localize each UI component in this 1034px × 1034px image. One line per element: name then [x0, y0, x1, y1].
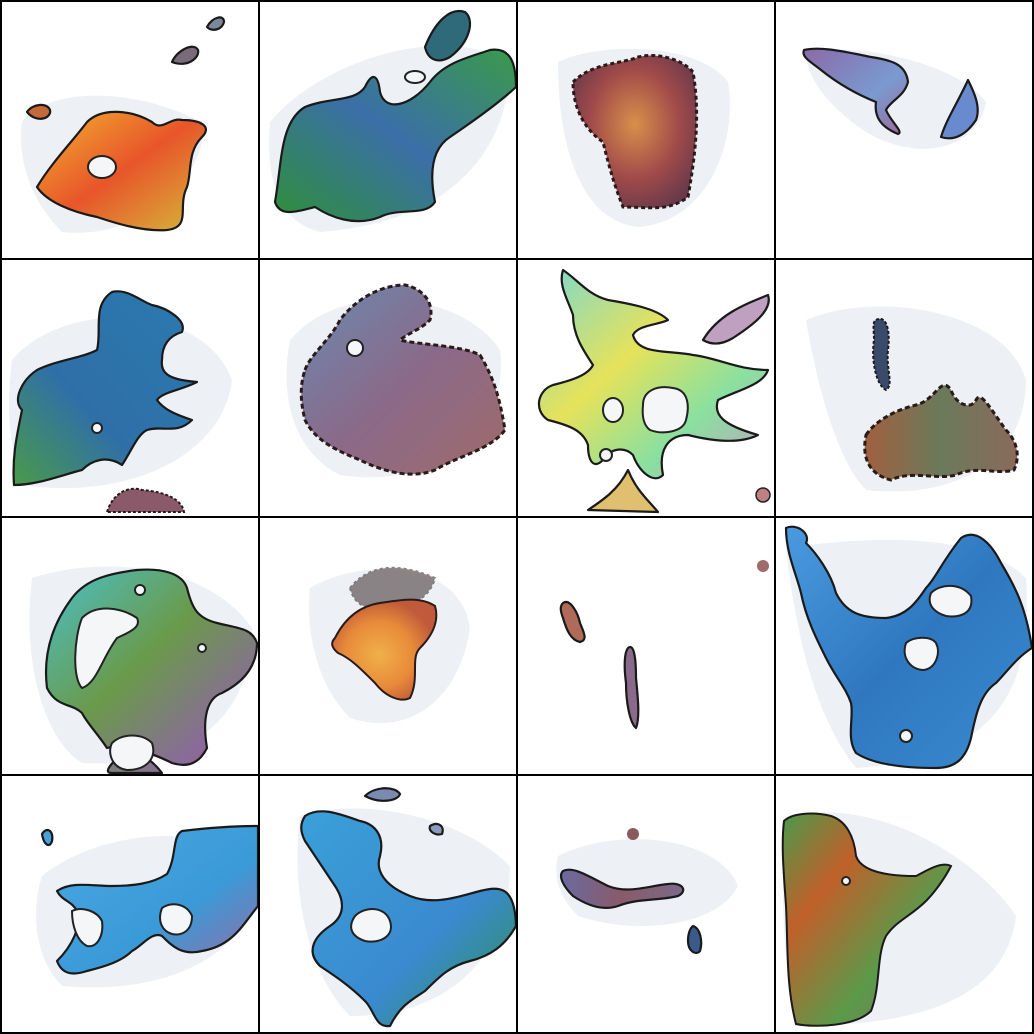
tile-r2c1	[2, 260, 258, 516]
generated-blob-image	[21, 16, 226, 233]
generated-blob-image	[781, 812, 1016, 1027]
generated-blob-image	[559, 560, 769, 730]
generated-blob-image	[286, 283, 507, 478]
generated-blob-image	[9, 290, 233, 513]
tile-r2c4	[776, 260, 1032, 516]
generated-blob-image	[29, 566, 258, 774]
tile-r1c4	[776, 2, 1032, 258]
generated-blob-image	[537, 268, 771, 514]
tile-r3c4	[776, 518, 1032, 774]
generated-blob-image	[784, 525, 1032, 770]
tile-r2c2	[260, 260, 516, 516]
tile-r1c3	[518, 2, 774, 258]
generated-blob-image	[36, 824, 258, 988]
tile-r4c1	[2, 776, 258, 1032]
generated-blob-image	[309, 566, 470, 724]
generated-blob-image	[802, 47, 986, 149]
generated-blob-image	[556, 828, 738, 955]
tile-r4c4	[776, 776, 1032, 1032]
tile-r3c2	[260, 518, 516, 774]
tile-r1c2	[260, 2, 516, 258]
tile-r2c3	[518, 260, 774, 516]
tile-r4c2	[260, 776, 516, 1032]
tile-r1c1	[2, 2, 258, 258]
tile-r3c3	[518, 518, 774, 774]
generated-blob-image	[269, 9, 516, 232]
generated-blob-image	[297, 787, 516, 1028]
generated-blob-image	[806, 306, 1026, 492]
tile-r4c3	[518, 776, 774, 1032]
generated-blob-image	[558, 48, 730, 227]
tile-r3c1	[2, 518, 258, 774]
